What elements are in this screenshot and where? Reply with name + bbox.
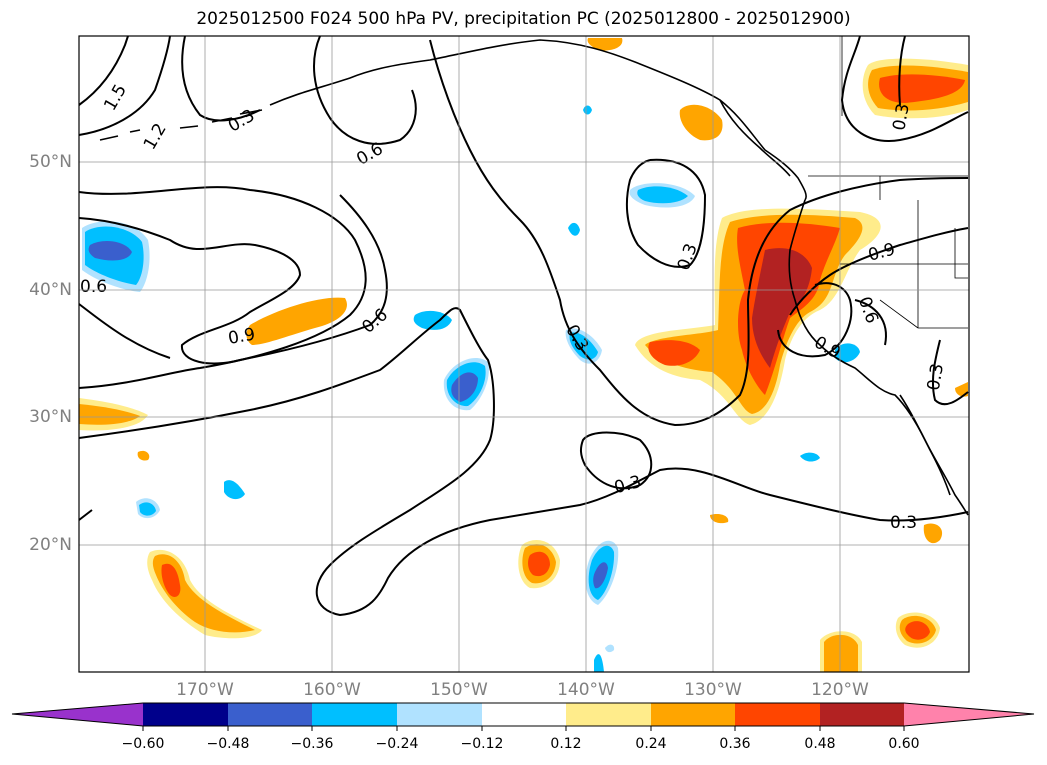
lon-label: 150°W [430, 680, 488, 700]
pv-1-5 [78, 35, 129, 106]
colorbar-tick: −0.48 [206, 736, 250, 752]
gridlines [79, 36, 969, 672]
pv-0-6-north [313, 35, 417, 145]
lat-label: 20°N [29, 535, 72, 555]
precip-canada-high [879, 74, 965, 103]
map-title: 2025012500 F024 500 hPa PV, precipitatio… [196, 9, 851, 29]
contour-label: 0.3 [890, 513, 917, 533]
precip-small-1 [137, 450, 150, 461]
pv-0-3-north [181, 35, 261, 122]
bc-coast [719, 99, 791, 177]
lat-label: 30°N [29, 407, 72, 427]
contour-label: 0.6 [80, 277, 107, 297]
lon-label: 160°W [303, 680, 361, 700]
colorbar [11, 702, 1035, 731]
lat-label: 40°N [29, 280, 72, 300]
neg-mid-a [413, 310, 452, 330]
colorbar-tick: 0.48 [804, 736, 836, 752]
map-frame [78, 35, 970, 673]
borders [808, 36, 968, 329]
lon-label: 130°W [684, 680, 742, 700]
colorbar-tick: −0.24 [375, 736, 419, 752]
pv-0-9-ne [898, 35, 906, 106]
precip-alaska-coast [679, 104, 723, 141]
precip-small-2 [710, 513, 729, 524]
baja [899, 394, 951, 496]
neg-sw-b [569, 332, 598, 360]
negative-shading [82, 105, 860, 672]
pv-0-3-se [931, 339, 969, 406]
neg-gulf-core [637, 186, 688, 204]
precip-bottom-mid [824, 634, 858, 672]
precip-sw-core [161, 563, 181, 597]
colorbar-tick: −0.60 [121, 736, 165, 752]
colorbar-swatch [735, 703, 820, 726]
colorbar-swatch [12, 703, 143, 726]
pv-0-3-east [840, 35, 969, 142]
colorbar-tick: 0.12 [550, 736, 582, 752]
precipitation-shading [79, 38, 968, 672]
neg-sm-c [224, 480, 245, 500]
lon-label: 170°W [176, 680, 234, 700]
neg-south-core [593, 562, 608, 589]
colorbar-swatch [397, 703, 482, 726]
neg-small-a [568, 222, 580, 236]
pv-0-3-loop [579, 431, 653, 490]
pv-contours [78, 35, 969, 617]
colorbar-swatch [228, 703, 312, 726]
colorbar-tick: 0.36 [719, 736, 751, 752]
neg-sm-e [800, 452, 820, 462]
state-lines [840, 176, 968, 329]
lon-label: 140°W [557, 680, 615, 700]
precip-sc-core [528, 551, 550, 577]
colorbar-swatch [312, 703, 397, 726]
colorbar-swatch [820, 703, 904, 726]
pv-0-6-se [854, 299, 887, 346]
precip-westcoast-core [752, 248, 812, 368]
colorbar-swatch [482, 703, 566, 726]
neg-coast-sm [835, 343, 860, 363]
lat-label: 50°N [29, 152, 72, 172]
neg-west-core [88, 240, 132, 261]
colorbar-swatch [651, 703, 735, 726]
pv-1-2 [78, 35, 171, 136]
precip-westcoast-tongue [648, 340, 700, 366]
aleutians [99, 109, 263, 141]
neg-small-b [583, 105, 592, 115]
precip-small-3 [923, 523, 943, 544]
pv-0-6-main [78, 186, 367, 389]
precip-se-core [905, 621, 930, 640]
contour-label: 0.3 [889, 102, 913, 132]
colorbar-swatch [566, 703, 651, 726]
colorbar-swatch [904, 703, 1034, 726]
precip-west-edge-core [79, 404, 140, 425]
neg-bottom-a [594, 654, 604, 672]
lon-label: 120°W [811, 680, 869, 700]
precip-central-band [246, 297, 347, 345]
contour-label: 0.3 [924, 362, 948, 392]
pv-main-trough [429, 39, 969, 427]
colorbar-tick: 0.60 [888, 736, 920, 752]
neg-central-core [451, 372, 478, 402]
colorbar-tick: 0.24 [635, 736, 667, 752]
neg-bottom-b [605, 644, 615, 653]
precip-sw-mid [152, 554, 255, 633]
pv-0-3-gulf [625, 158, 707, 268]
precip-alaska-north [587, 38, 623, 51]
pv-0-9 [78, 194, 388, 365]
pv-0-3-mid [78, 307, 969, 617]
colorbar-tick: −0.36 [290, 736, 334, 752]
colorbar-swatch [143, 703, 228, 726]
precip-right-edge [955, 382, 968, 397]
colorbar-tick: −0.12 [460, 736, 504, 752]
contour-label: 0.9 [227, 325, 257, 349]
us-coast [788, 199, 969, 516]
pv-0-6-west [78, 303, 171, 359]
pv-0-9-coast [789, 227, 969, 316]
pv-0-9-coast-b [777, 282, 853, 358]
neg-sm-d-core [139, 502, 156, 516]
